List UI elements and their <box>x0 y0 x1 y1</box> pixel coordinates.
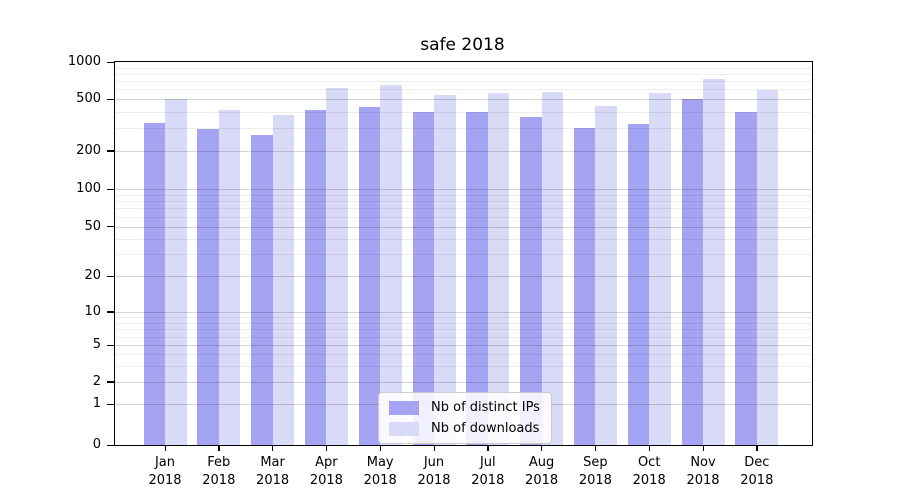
x-tick-label: Aug 2018 <box>525 455 559 488</box>
x-tick-mark <box>594 445 597 451</box>
legend-item-distinct-ips: Nb of distinct IPs <box>389 400 540 415</box>
x-tick-label: Sep 2018 <box>578 455 612 488</box>
y-tick-mark <box>107 311 114 313</box>
y-tick-mark <box>107 444 114 446</box>
bar-distinct-ips <box>304 109 327 445</box>
x-tick-label: Oct 2018 <box>632 455 666 488</box>
bar-distinct-ips <box>681 98 703 445</box>
x-tick-mark <box>218 445 220 451</box>
x-tick-mark <box>433 445 435 451</box>
legend-item-downloads: Nb of downloads <box>389 421 540 436</box>
y-tick-mark <box>107 98 114 100</box>
bar-downloads <box>326 87 348 445</box>
y-tick-mark <box>107 344 114 347</box>
x-tick-label: Apr 2018 <box>309 455 343 488</box>
y-tick-mark <box>107 150 114 152</box>
x-tick-mark <box>272 445 274 451</box>
legend-swatch-downloads <box>389 421 419 436</box>
y-tick-label: 10 <box>84 303 101 319</box>
bar-distinct-ips <box>358 107 381 445</box>
legend: Nb of distinct IPs Nb of downloads <box>378 392 552 444</box>
y-tick-label: 500 <box>76 91 101 107</box>
x-tick-label: Jul 2018 <box>471 455 505 488</box>
y-tick-mark <box>107 188 114 190</box>
bar-distinct-ips <box>735 111 757 445</box>
bar-distinct-ips <box>466 112 488 445</box>
bar-downloads <box>541 92 564 445</box>
x-tick-label: May 2018 <box>363 455 397 488</box>
legend-label-distinct-ips: Nb of distinct IPs <box>431 400 540 415</box>
x-tick-mark <box>756 445 758 451</box>
y-tick-label: 5 <box>92 337 101 353</box>
bar-downloads <box>756 90 779 445</box>
chart-title: safe 2018 <box>420 35 505 55</box>
bar-downloads <box>649 93 671 445</box>
bar-distinct-ips <box>573 127 596 445</box>
legend-label-downloads: Nb of downloads <box>431 421 540 436</box>
bar-downloads <box>165 99 187 445</box>
bar-distinct-ips <box>627 124 650 445</box>
x-tick-label: Jan 2018 <box>148 455 182 488</box>
x-tick-mark <box>648 445 650 451</box>
bar-downloads <box>434 94 456 445</box>
y-tick-label: 20 <box>84 268 101 284</box>
x-tick-label: Nov 2018 <box>686 455 720 488</box>
y-tick-label: 2 <box>92 373 101 389</box>
x-tick-mark <box>487 445 489 451</box>
y-tick-mark <box>107 381 114 383</box>
x-tick-mark <box>379 445 381 451</box>
bar-distinct-ips <box>143 123 165 445</box>
bar-distinct-ips <box>251 134 273 445</box>
bar-downloads <box>595 105 617 445</box>
y-tick-label: 200 <box>76 142 101 158</box>
y-tick-label: 1 <box>92 396 101 412</box>
x-tick-mark <box>541 445 543 451</box>
x-tick-mark <box>702 445 704 451</box>
bar-distinct-ips <box>197 128 219 445</box>
bar-downloads <box>272 114 295 445</box>
x-tick-label: Feb 2018 <box>202 455 236 488</box>
x-tick-mark <box>325 445 328 451</box>
bar-downloads <box>703 78 725 445</box>
bar-downloads <box>380 85 402 445</box>
bar-distinct-ips <box>412 112 434 445</box>
bar-downloads <box>487 93 510 445</box>
y-tick-mark <box>107 226 114 228</box>
bar-distinct-ips <box>520 116 542 445</box>
plot-area: 1000 500 200 100 50 20 10 5 2 1 0 Jan 2018 Feb 2018 Ma… <box>68 54 813 488</box>
x-tick-label: Mar 2018 <box>256 455 290 488</box>
x-tick-label: Dec 2018 <box>740 455 774 488</box>
y-tick-label: 50 <box>84 218 101 234</box>
legend-swatch-distinct-ips <box>389 400 419 415</box>
bar-downloads <box>218 110 241 445</box>
bars-layer <box>115 62 812 445</box>
y-tick-label: 1000 <box>67 54 101 69</box>
y-tick-mark <box>107 403 114 406</box>
y-tick-mark <box>107 61 114 63</box>
y-tick-label: 0 <box>92 437 101 452</box>
y-tick-mark <box>107 275 114 277</box>
x-tick-mark <box>164 445 166 451</box>
y-tick-label: 100 <box>76 181 101 197</box>
x-tick-label: Jun 2018 <box>417 455 451 488</box>
